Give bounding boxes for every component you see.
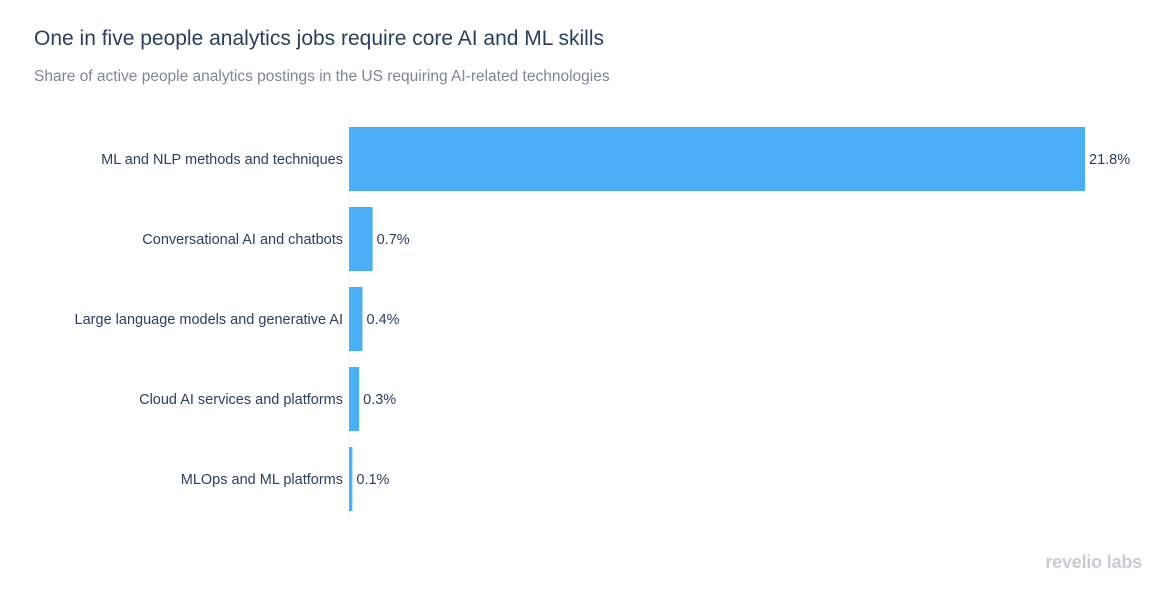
- bar: [349, 127, 1085, 191]
- value-label: 0.7%: [377, 232, 410, 248]
- value-label: 0.4%: [367, 312, 400, 328]
- category-label: Conversational AI and chatbots: [142, 232, 343, 248]
- bar: [349, 287, 363, 351]
- value-label: 21.8%: [1089, 152, 1130, 168]
- category-label: Cloud AI services and platforms: [139, 392, 343, 408]
- bars-group: ML and NLP methods and techniques 21.8% Co…: [75, 127, 1130, 511]
- chart-subtitle: Share of active people analytics posting…: [34, 68, 610, 85]
- category-label: MLOps and ML platforms: [181, 472, 343, 488]
- bar: [349, 207, 373, 271]
- value-label: 0.3%: [363, 392, 396, 408]
- chart-title: One in five people analytics jobs requir…: [34, 27, 605, 50]
- value-label: 0.1%: [356, 472, 389, 488]
- category-label: Large language models and generative AI: [75, 312, 343, 328]
- bar: [349, 447, 353, 511]
- category-label: ML and NLP methods and techniques: [101, 152, 343, 168]
- bar: [349, 367, 360, 431]
- revelio-labs-logo: revelio labs: [1045, 552, 1142, 572]
